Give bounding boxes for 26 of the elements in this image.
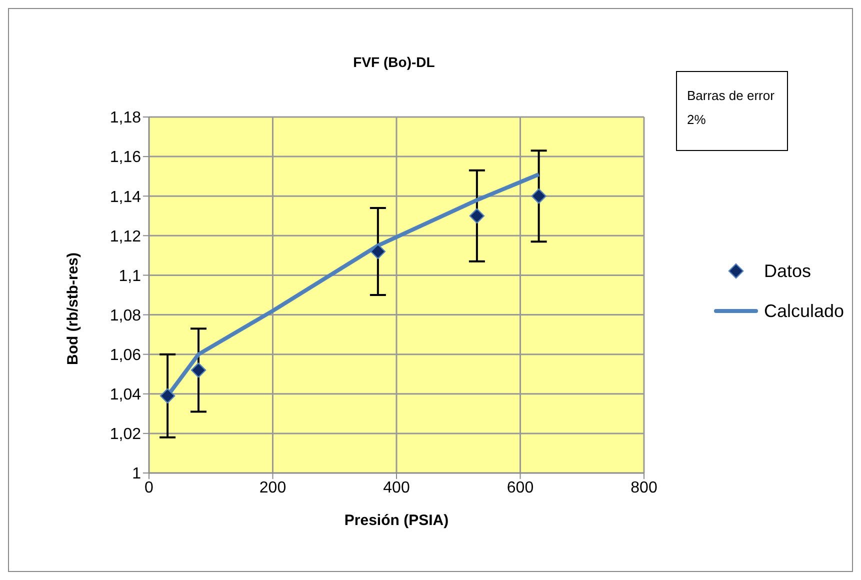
legend-label: Datos bbox=[764, 260, 812, 282]
text: Barras de error 2% bbox=[676, 71, 788, 151]
y-tick-label: 1,12 bbox=[110, 228, 142, 246]
y-tick-label: 1,04 bbox=[110, 386, 142, 404]
legend-label: Calculado bbox=[764, 300, 844, 322]
y-tick-label: 1,18 bbox=[110, 110, 142, 127]
y-tick-label: 1,06 bbox=[110, 347, 142, 364]
y-tick-label: 1 bbox=[132, 466, 142, 483]
x-tick-label: 600 bbox=[506, 479, 534, 496]
point bbox=[469, 208, 485, 224]
y-tick-label: 1,08 bbox=[110, 307, 142, 324]
chart-title: FVF (Bo)-DL bbox=[352, 54, 436, 70]
x-tick-label: 400 bbox=[383, 479, 410, 496]
x-tick-label: 800 bbox=[630, 479, 658, 496]
point bbox=[190, 362, 206, 378]
point bbox=[370, 244, 386, 260]
x-axis-title: Presión (PSIA) bbox=[344, 512, 449, 529]
y-tick-label: 1,02 bbox=[110, 426, 142, 444]
x-tick-label: 0 bbox=[144, 479, 154, 496]
y-tick-label: 1,1 bbox=[118, 268, 142, 285]
x-tick-label: 200 bbox=[259, 479, 286, 496]
point bbox=[160, 388, 176, 404]
point bbox=[531, 188, 546, 204]
y-tick-label: 1,14 bbox=[110, 188, 142, 206]
y-axis-title: Bod (rb/stb-res) bbox=[64, 252, 82, 365]
y-tick-label: 1,16 bbox=[110, 149, 142, 166]
